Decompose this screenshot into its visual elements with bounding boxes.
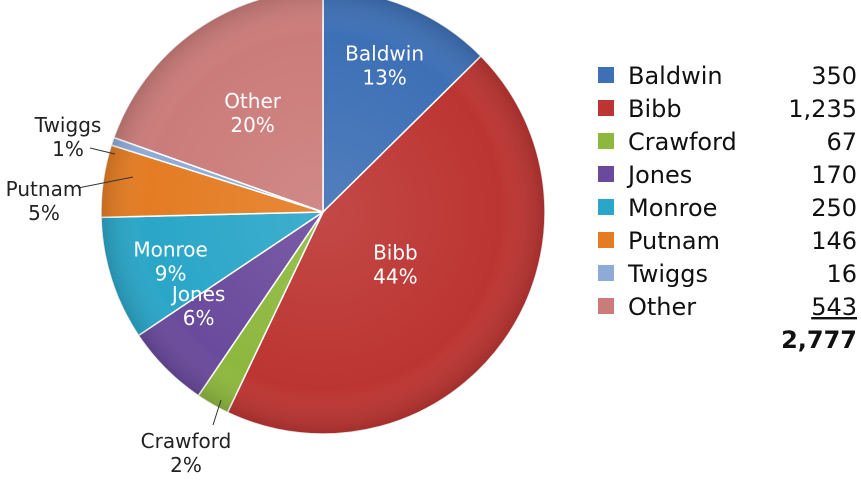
legend-label-jones: Jones: [626, 161, 692, 189]
slice-pct-crawford: 2%: [170, 453, 202, 477]
legend-label-putnam: Putnam: [628, 227, 720, 255]
pie-slices: [100, 0, 546, 435]
slice-pct-jones: 6%: [183, 306, 215, 330]
leader-lines: [77, 147, 222, 426]
slice-label-bibb: Bibb 44%: [373, 241, 418, 289]
slice-label-monroe: Monroe 9%: [133, 237, 208, 285]
legend-value-crawford: 67: [826, 128, 857, 156]
legend-swatch-crawford: [598, 133, 614, 149]
legend-label-twiggs: Twiggs: [627, 260, 708, 288]
slice-label-other: Other 20%: [224, 89, 282, 137]
slice-name-twiggs: Twiggs: [34, 113, 102, 137]
slice-pct-baldwin: 13%: [362, 66, 406, 90]
legend-label-bibb: Bibb: [628, 95, 682, 123]
legend-swatch-putnam: [598, 232, 614, 248]
slice-label-crawford: Crawford 2%: [141, 429, 232, 477]
legend: Baldwin 350 Bibb 1,235 Crawford 67 Jones 170 Mon…: [598, 62, 857, 354]
legend-swatch-bibb: [598, 100, 614, 116]
legend-label-baldwin: Baldwin: [628, 62, 723, 90]
slice-name-bibb: Bibb: [373, 241, 418, 265]
legend-swatch-baldwin: [598, 67, 614, 83]
leader-line-crawford: [212, 399, 222, 426]
legend-swatch-jones: [598, 166, 614, 182]
slice-pct-other: 20%: [230, 113, 274, 137]
slice-labels: Baldwin 13%Bibb 44%Crawford 2%Jones 6%Monroe…: [6, 42, 424, 478]
slice-name-baldwin: Baldwin: [345, 42, 424, 66]
slice-label-putnam: Putnam 5%: [6, 177, 83, 225]
slice-pct-bibb: 44%: [373, 265, 417, 289]
legend-swatch-twiggs: [598, 265, 614, 281]
slice-pct-putnam: 5%: [28, 201, 60, 225]
leader-line-putnam: [77, 176, 134, 189]
legend-swatch-monroe: [598, 199, 614, 215]
legend-value-bibb: 1,235: [788, 95, 857, 123]
legend-total: 2,777: [781, 326, 857, 354]
slice-name-monroe: Monroe: [133, 237, 208, 261]
slice-label-jones: Jones 6%: [170, 282, 226, 330]
legend-value-other: 543: [811, 293, 857, 321]
legend-label-crawford: Crawford: [628, 128, 737, 156]
legend-label-monroe: Monroe: [628, 194, 717, 222]
slice-name-crawford: Crawford: [141, 429, 232, 453]
legend-value-jones: 170: [811, 161, 857, 189]
legend-value-twiggs: 16: [826, 260, 857, 288]
leader-line-twiggs: [89, 147, 116, 155]
legend-value-putnam: 146: [811, 227, 857, 255]
slice-name-jones: Jones: [170, 282, 226, 306]
slice-pct-twiggs: 1%: [52, 137, 84, 161]
slice-pct-monroe: 9%: [155, 261, 187, 285]
slice-name-putnam: Putnam: [6, 177, 83, 201]
slice-label-twiggs: Twiggs 1%: [34, 113, 102, 161]
slice-name-other: Other: [224, 89, 282, 113]
legend-value-monroe: 250: [811, 194, 857, 222]
legend-label-other: Other: [628, 293, 696, 321]
slice-label-baldwin: Baldwin 13%: [345, 42, 424, 90]
legend-value-baldwin: 350: [811, 62, 857, 90]
legend-swatch-other: [598, 298, 614, 314]
